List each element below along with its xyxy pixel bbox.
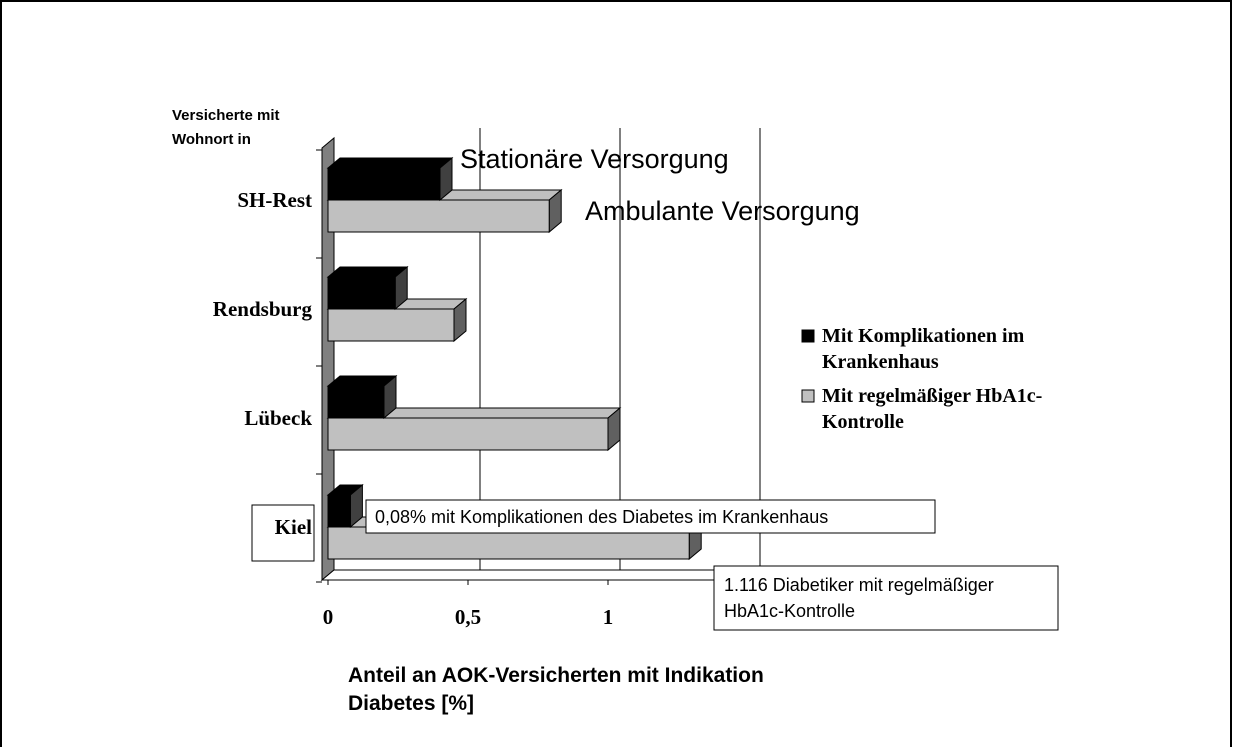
- y-tick-label: Kiel: [275, 515, 312, 539]
- bar-top: [326, 266, 409, 278]
- x-tick-label: 1: [603, 605, 614, 629]
- floor: [320, 569, 762, 581]
- annotation: Ambulante Versorgung: [585, 196, 860, 226]
- bar: [327, 494, 351, 528]
- annotation: 0,08% mit Komplikationen des Diabetes im…: [375, 507, 828, 527]
- x-tick-label: 0,5: [455, 605, 481, 629]
- bar: [327, 308, 455, 342]
- bar-top: [326, 157, 454, 169]
- annotation: Stationäre Versorgung: [460, 144, 729, 174]
- bar: [327, 276, 396, 310]
- y-tick-label: SH-Rest: [237, 188, 312, 212]
- bar: [327, 199, 550, 233]
- y-tick-label: Rendsburg: [213, 297, 313, 321]
- legend-label: Mit regelmäßiger HbA1c-Kontrolle: [822, 385, 1043, 433]
- bar: [327, 167, 441, 201]
- annotation: 1.116 Diabetiker mit regelmäßiger HbA1c-…: [724, 575, 994, 621]
- annotation-box: [365, 499, 936, 534]
- bar: [327, 417, 609, 451]
- x-axis-label: Anteil an AOK-Versicherten mit Indikatio…: [348, 664, 764, 715]
- x-tick-label: 0: [323, 605, 334, 629]
- bar: [327, 385, 385, 419]
- legend-label: Mit Komplikationen im Krankenhaus: [822, 325, 1025, 373]
- y-tick-label: Lübeck: [244, 406, 312, 430]
- annotation-box: [713, 565, 1059, 631]
- legend-swatch: [801, 389, 815, 403]
- y-axis-label: Versicherte mit Wohnort in: [172, 107, 280, 148]
- category-box: [251, 504, 315, 562]
- legend-swatch: [801, 329, 815, 343]
